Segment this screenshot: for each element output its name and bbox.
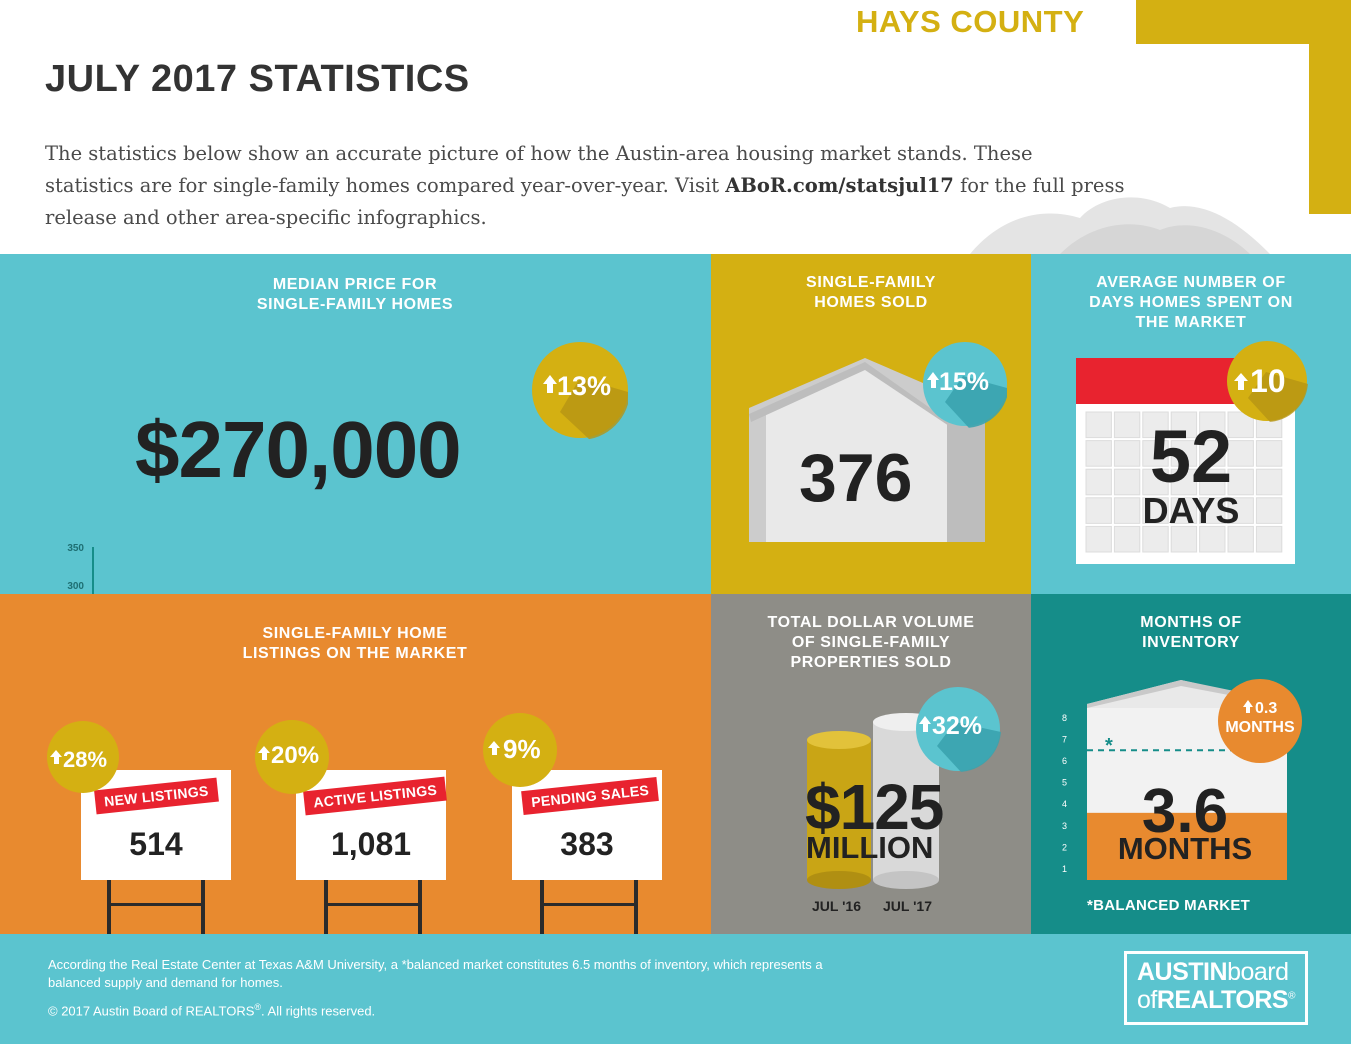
homes-sold-panel: SINGLE-FAMILY HOMES SOLD 376 15% (711, 254, 1031, 594)
inventory-tick-label: 5 (1062, 778, 1067, 788)
median-price-change-badge: 13% (532, 342, 628, 440)
svg-text:32%: 32% (932, 712, 982, 740)
inventory-title: MONTHS OF INVENTORY (1140, 614, 1242, 651)
footer-copyright: © 2017 Austin Board of REALTORS®. All ri… (48, 1002, 376, 1019)
arrow-up-icon (543, 375, 557, 393)
new-listings-sign: NEW LISTINGS 514 (81, 770, 231, 880)
days-on-market-title: AVERAGE NUMBER OF DAYS HOMES SPENT ON TH… (1089, 274, 1293, 331)
svg-text:15%: 15% (939, 368, 989, 396)
balanced-market-footnote: *BALANCED MARKET (1087, 897, 1251, 914)
dollar-volume-label-left: JUL '16 (812, 898, 861, 914)
days-unit: DAYS (1142, 490, 1240, 531)
dollar-volume-label-right: JUL '17 (883, 898, 932, 914)
pending-sales-label: PENDING SALES (521, 776, 660, 816)
arrow-up-icon (488, 741, 500, 755)
coin-stacks-illustration (807, 713, 939, 889)
homes-sold-change-badge: 15% (923, 342, 1007, 428)
inventory-tick-label: 1 (1062, 864, 1067, 874)
active-listings-label: ACTIVE LISTINGS (303, 776, 448, 816)
pending-sales-sign: PENDING SALES 383 (512, 770, 662, 880)
svg-text:13%: 13% (557, 371, 611, 401)
dollar-volume-change-badge: 32% (916, 687, 1001, 772)
svg-text:0.3: 0.3 (1255, 700, 1277, 717)
arrow-up-icon (927, 372, 939, 388)
inventory-tick-label: 3 (1062, 821, 1067, 831)
inventory-fill-bar (1087, 812, 1287, 880)
inventory-gauge: 1 2 3 4 5 6 7 8 * (1062, 680, 1287, 880)
listings-panel: SINGLE-FAMILY HOME LISTINGS ON THE MARKE… (0, 594, 711, 934)
arrow-up-icon (1234, 373, 1248, 390)
inventory-tick-label: 2 (1062, 842, 1067, 852)
median-price-title: MEDIAN PRICE FOR SINGLE-FAMILY HOMES (256, 276, 454, 313)
dollar-volume-unit: MILLION (806, 830, 934, 865)
days-value: 52 (1149, 415, 1233, 498)
y-tick-label: 350 (67, 543, 84, 554)
y-tick-label: 300 (67, 581, 84, 592)
homes-sold-value: 376 (799, 440, 913, 516)
days-on-market-panel: AVERAGE NUMBER OF DAYS HOMES SPENT ON TH… (1031, 254, 1351, 594)
inventory-tick-label: 7 (1062, 734, 1067, 744)
inventory-tick-label: 8 (1062, 713, 1067, 723)
page-title: JULY 2017 STATISTICS (45, 58, 470, 100)
median-price-panel: MEDIAN PRICE FOR SINGLE-FAMILY HOMES 050… (0, 254, 711, 594)
days-change-badge: 10 (1227, 341, 1308, 422)
arrow-up-icon (258, 746, 270, 760)
dollar-volume-title: TOTAL DOLLAR VOLUME OF SINGLE-FAMILY PRO… (767, 614, 975, 671)
svg-text:9%: 9% (503, 734, 541, 764)
gold-corner-decoration (1136, 0, 1351, 214)
house-illustration (749, 358, 985, 542)
dollar-volume-panel: TOTAL DOLLAR VOLUME OF SINGLE-FAMILY PRO… (711, 594, 1031, 934)
intro-paragraph: The statistics below show an accurate pi… (45, 142, 1125, 229)
press-release-link[interactable]: ABoR.com/statsjul17 (725, 174, 954, 197)
arrow-up-icon (1243, 700, 1253, 713)
svg-text:28%: 28% (63, 747, 107, 772)
svg-text:MONTHS: MONTHS (1225, 719, 1295, 736)
pending-sales-value: 383 (560, 826, 614, 862)
county-name: HAYS COUNTY (856, 4, 1085, 39)
new-listings-value: 514 (129, 826, 183, 862)
new-listings-label: NEW LISTINGS (94, 777, 219, 815)
inventory-tick-label: 4 (1062, 799, 1067, 809)
active-listings-sign: ACTIVE LISTINGS 1,081 (296, 770, 448, 880)
svg-text:10: 10 (1250, 363, 1286, 399)
median-price-value: $270,000 (135, 405, 462, 494)
inventory-change-badge: 0.3 MONTHS (1218, 679, 1302, 763)
footer-note: According the Real Estate Center at Texa… (48, 957, 823, 990)
arrow-up-icon (50, 750, 62, 764)
inventory-panel: MONTHS OF INVENTORY 1 2 3 4 5 6 7 8 * 3.6 MONTH… (1031, 594, 1351, 934)
svg-text:20%: 20% (271, 742, 319, 769)
hills-illustration (970, 197, 1270, 254)
inventory-tick-label: 6 (1062, 756, 1067, 766)
new-listings-change-badge: 28% (47, 721, 119, 793)
active-listings-change-badge: 20% (255, 720, 329, 794)
dollar-volume-value: $125 (805, 771, 944, 843)
inventory-value: 3.6 (1141, 777, 1229, 846)
homes-sold-title: SINGLE-FAMILY HOMES SOLD (806, 274, 936, 311)
inventory-unit: MONTHS (1117, 831, 1253, 866)
pending-sales-change-badge: 9% (483, 713, 557, 787)
listings-title: SINGLE-FAMILY HOME LISTINGS ON THE MARKE… (242, 625, 468, 662)
austin-board-of-realtors-logo[interactable]: AUSTINboard ofREALTORS® (1124, 951, 1308, 1025)
arrow-up-icon (919, 716, 931, 732)
median-price-chart: 050100150200250300350 201220132014201520… (67, 543, 94, 594)
balanced-market-marker: * (1105, 735, 1113, 757)
active-listings-value: 1,081 (330, 826, 412, 862)
